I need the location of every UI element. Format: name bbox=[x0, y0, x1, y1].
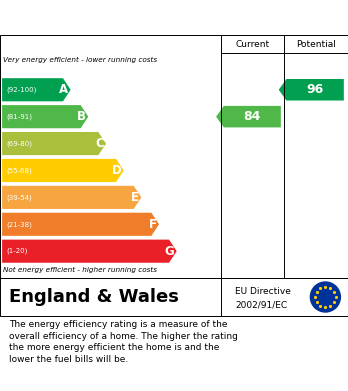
Text: F: F bbox=[149, 218, 157, 231]
Text: 96: 96 bbox=[307, 83, 324, 96]
Text: E: E bbox=[131, 191, 139, 204]
Polygon shape bbox=[216, 106, 281, 127]
Polygon shape bbox=[2, 213, 159, 236]
Text: EU Directive: EU Directive bbox=[235, 287, 291, 296]
Text: The energy efficiency rating is a measure of the
overall efficiency of a home. T: The energy efficiency rating is a measur… bbox=[9, 320, 238, 364]
Text: A: A bbox=[60, 83, 69, 96]
Polygon shape bbox=[2, 186, 141, 209]
Polygon shape bbox=[2, 159, 124, 182]
Polygon shape bbox=[2, 132, 106, 155]
Text: 84: 84 bbox=[244, 110, 261, 123]
Text: 2002/91/EC: 2002/91/EC bbox=[235, 300, 287, 309]
Ellipse shape bbox=[310, 282, 340, 312]
Text: (1-20): (1-20) bbox=[6, 248, 27, 255]
Text: (92-100): (92-100) bbox=[6, 86, 37, 93]
Text: Energy Efficiency Rating: Energy Efficiency Rating bbox=[9, 11, 230, 27]
Text: (81-91): (81-91) bbox=[6, 113, 32, 120]
Polygon shape bbox=[2, 240, 177, 263]
Text: B: B bbox=[77, 110, 86, 123]
Polygon shape bbox=[279, 79, 344, 100]
Polygon shape bbox=[2, 105, 88, 128]
Text: Very energy efficient - lower running costs: Very energy efficient - lower running co… bbox=[3, 57, 158, 63]
Text: (39-54): (39-54) bbox=[6, 194, 32, 201]
Text: Current: Current bbox=[235, 39, 269, 48]
Text: (21-38): (21-38) bbox=[6, 221, 32, 228]
Text: (69-80): (69-80) bbox=[6, 140, 32, 147]
Text: Potential: Potential bbox=[296, 39, 336, 48]
Text: C: C bbox=[95, 137, 104, 150]
Text: D: D bbox=[112, 164, 121, 177]
Text: Not energy efficient - higher running costs: Not energy efficient - higher running co… bbox=[3, 267, 158, 273]
Text: England & Wales: England & Wales bbox=[9, 288, 179, 306]
Polygon shape bbox=[2, 78, 71, 101]
Text: G: G bbox=[165, 245, 175, 258]
Text: (55-68): (55-68) bbox=[6, 167, 32, 174]
